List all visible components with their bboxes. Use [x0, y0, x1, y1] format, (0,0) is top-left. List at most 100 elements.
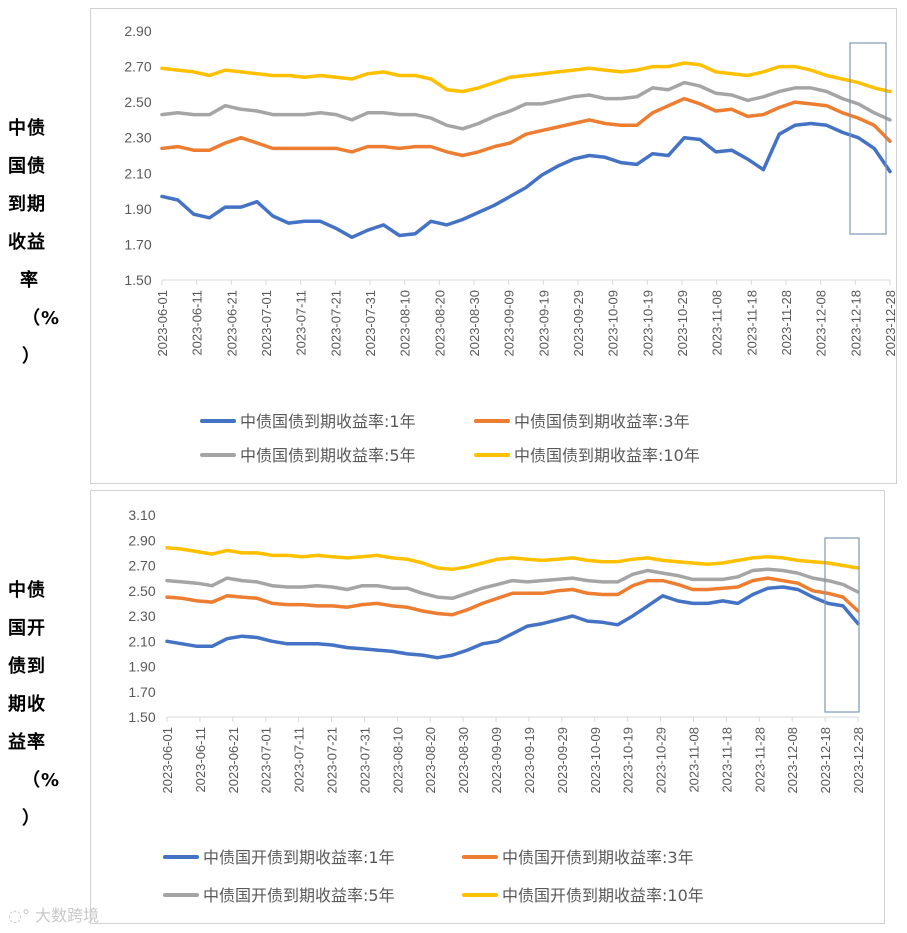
- x-tick-label: 2023-08-30: [456, 727, 471, 794]
- x-tick-label: 2023-10-19: [640, 290, 655, 357]
- x-tick-label: 2023-08-20: [432, 290, 447, 357]
- y-tick-label: 1.90: [124, 201, 151, 217]
- legend-label: 中债国开债到期收益率:3年: [502, 848, 694, 867]
- ylabel-line: ）: [22, 808, 41, 829]
- x-tick-label: 2023-07-31: [363, 290, 378, 357]
- x-tick-label: 2023-07-11: [292, 727, 307, 793]
- x-tick-label: 2023-06-01: [155, 290, 170, 357]
- y-tick-label: 1.90: [128, 659, 155, 675]
- y-axis-label-treasury: 中债 国债 到期 收益 率 （% ）: [8, 110, 60, 376]
- ylabel-line: ）: [22, 346, 41, 367]
- x-tick-label: 2023-11-28: [779, 290, 794, 356]
- ylabel-line: 中债: [8, 580, 46, 601]
- x-tick-label: 2023-12-18: [818, 727, 833, 794]
- y-tick-label: 1.70: [124, 236, 151, 252]
- legend-label: 中债国开债到期收益率:1年: [203, 848, 395, 867]
- series-line: [160, 96, 892, 158]
- y-tick-label: 2.10: [128, 633, 155, 649]
- y-tick-label: 2.70: [124, 59, 151, 75]
- x-tick-label: 2023-12-28: [883, 290, 898, 357]
- x-tick-label: 2023-12-08: [814, 290, 829, 357]
- x-tick-label: 2023-12-08: [785, 727, 800, 794]
- chart-panel-treasury: [90, 8, 897, 484]
- legend-label: 中债国开债到期收益率:10年: [502, 886, 704, 905]
- x-tick-label: 2023-11-28: [752, 727, 767, 793]
- legend-label: 中债国债到期收益率:1年: [240, 412, 416, 431]
- y-tick-label: 2.70: [128, 558, 155, 574]
- series-line: [165, 567, 860, 601]
- x-tick-label: 2023-09-09: [502, 290, 517, 357]
- legend-label: 中债国债到期收益率:5年: [240, 446, 416, 465]
- x-tick-label: 2023-07-01: [259, 727, 274, 794]
- legend-label: 中债国债到期收益率:10年: [514, 446, 700, 465]
- x-tick-label: 2023-09-29: [571, 290, 586, 357]
- ylabel-line: 益率: [8, 732, 46, 753]
- x-tick-label: 2023-08-20: [423, 727, 438, 794]
- watermark-logo-icon: ◌°: [8, 906, 30, 925]
- x-tick-label: 2023-10-29: [675, 290, 690, 357]
- series-line: [165, 576, 860, 617]
- x-tick-label: 2023-07-01: [259, 290, 274, 357]
- watermark-text: 大数跨境: [35, 906, 100, 925]
- series-line: [160, 61, 892, 94]
- x-tick-label: 2023-06-11: [193, 727, 208, 793]
- x-tick-label: 2023-12-28: [851, 727, 866, 794]
- y-tick-label: 1.50: [128, 709, 155, 725]
- highlight-box: [824, 537, 860, 713]
- y-tick-label: 2.90: [124, 23, 151, 39]
- series-line: [165, 546, 860, 572]
- x-tick-label: 2023-08-10: [390, 727, 405, 794]
- x-tick-label: 2023-09-19: [522, 727, 537, 794]
- x-tick-label: 2023-11-08: [686, 727, 701, 793]
- x-tick-label: 2023-09-09: [489, 727, 504, 794]
- x-tick-label: 2023-12-18: [848, 290, 863, 357]
- legend-label: 中债国债到期收益率:3年: [514, 412, 690, 431]
- y-tick-label: 2.90: [128, 532, 155, 548]
- x-tick-label: 2023-06-11: [190, 290, 205, 356]
- y-tick-label: 3.10: [128, 507, 155, 523]
- y-tick-label: 2.10: [124, 165, 151, 181]
- highlight-box: [849, 42, 887, 235]
- ylabel-line: 期收: [8, 694, 46, 715]
- x-tick-label: 2023-08-30: [467, 290, 482, 357]
- ylabel-line: （%: [22, 308, 61, 329]
- x-tick-label: 2023-06-01: [160, 727, 175, 794]
- x-tick-label: 2023-10-09: [588, 727, 603, 794]
- y-tick-label: 2.30: [128, 608, 155, 624]
- x-tick-label: 2023-07-31: [357, 727, 372, 794]
- series-line: [160, 121, 892, 240]
- ylabel-line: 率: [20, 270, 39, 291]
- ylabel-line: 收益: [8, 232, 46, 253]
- x-tick-label: 2023-11-18: [719, 727, 734, 793]
- x-tick-label: 2023-06-21: [224, 290, 239, 357]
- x-tick-label: 2023-09-29: [555, 727, 570, 794]
- x-tick-label: 2023-11-08: [710, 290, 725, 356]
- ylabel-line: 到期: [8, 194, 46, 215]
- y-tick-label: 2.50: [124, 94, 151, 110]
- ylabel-line: 债到: [8, 656, 46, 677]
- y-tick-label: 1.50: [124, 272, 151, 288]
- ylabel-line: 国开: [8, 618, 46, 639]
- ylabel-line: 国债: [8, 156, 46, 177]
- series-line: [160, 80, 892, 131]
- ylabel-line: （%: [22, 770, 61, 791]
- y-tick-label: 2.30: [124, 130, 151, 146]
- y-tick-label: 1.70: [128, 684, 155, 700]
- x-tick-label: 2023-07-21: [325, 727, 340, 794]
- x-tick-label: 2023-10-29: [654, 727, 669, 794]
- x-tick-label: 2023-10-19: [621, 727, 636, 794]
- x-tick-label: 2023-07-11: [294, 290, 309, 356]
- x-tick-label: 2023-08-10: [398, 290, 413, 357]
- legend-label: 中债国开债到期收益率:5年: [203, 886, 395, 905]
- x-tick-label: 2023-07-21: [328, 290, 343, 357]
- x-tick-label: 2023-09-19: [536, 290, 551, 357]
- x-tick-label: 2023-11-18: [744, 290, 759, 356]
- y-axis-label-cdb: 中债 国开 债到 期收 益率 （% ）: [8, 572, 60, 838]
- series-line: [165, 585, 860, 660]
- ylabel-line: 中债: [8, 118, 46, 139]
- watermark: ◌° 大数跨境: [8, 902, 99, 926]
- y-tick-label: 2.50: [128, 583, 155, 599]
- x-tick-label: 2023-06-21: [226, 727, 241, 794]
- x-tick-label: 2023-10-09: [606, 290, 621, 357]
